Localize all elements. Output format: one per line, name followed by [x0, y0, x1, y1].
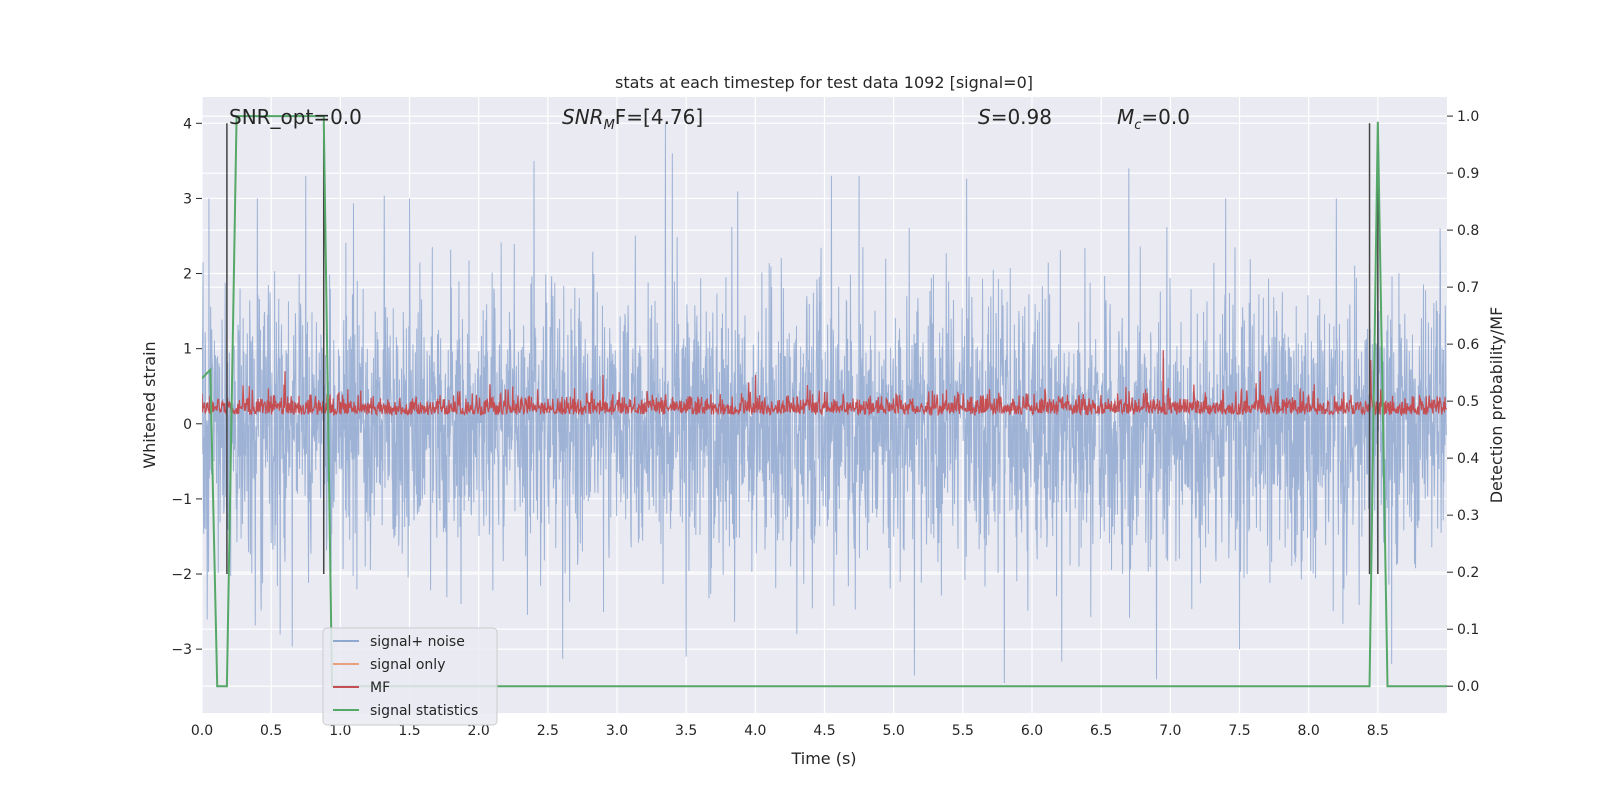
x-tick-label: 7.5 [1228, 723, 1250, 739]
y-axis-label: Whitened strain [140, 341, 159, 468]
x-tick-label: 6.5 [1090, 723, 1112, 739]
vertical-markers [226, 123, 1379, 575]
x-tick-label: 6.0 [1021, 723, 1043, 739]
x-axis-label: Time (s) [790, 749, 856, 768]
annotation-mc: Mc=0.0 [1117, 105, 1190, 133]
x-tick-label: 3.5 [675, 723, 697, 739]
series-line-mf [202, 350, 1447, 417]
y-right-tick-label: 0.4 [1457, 451, 1479, 467]
x-tick-label: 8.0 [1298, 723, 1320, 739]
legend-label-signal-plus-noise: signal+ noise [370, 634, 465, 650]
y-right-tick-label: 0.2 [1457, 565, 1479, 581]
y-tick-label: 3 [183, 191, 192, 207]
y-right-tick-label: 0.1 [1457, 622, 1479, 638]
legend-label-mf: MF [370, 680, 390, 696]
x-tick-label: 5.5 [952, 723, 974, 739]
y-right-tick-label: 1.0 [1457, 109, 1479, 125]
series-mf [202, 350, 1447, 417]
chart-title: stats at each timestep for test data 109… [615, 73, 1033, 92]
y-tick-label: −2 [171, 567, 192, 583]
x-tick-label: 4.0 [744, 723, 766, 739]
series-line-signal-statistics [202, 115, 1447, 688]
x-tick-labels: 0.0 0.5 1.0 1.5 2.0 2.5 3.0 3.5 4.0 4.5 5.0 5.5 6.0 6… [191, 723, 1389, 739]
x-tick-label: 2.0 [468, 723, 490, 739]
x-tick-label: 0.0 [191, 723, 213, 739]
x-tick-label: 4.5 [813, 723, 835, 739]
y-right-tick-labels: 1.0 0.9 0.8 0.7 0.6 0.5 0.4 0.3 0.2 0.1 0.0 [1447, 109, 1479, 695]
legend-label-signal-only: signal only [370, 657, 445, 673]
annotation-snr-mf: SNRMF=[4.76] [562, 105, 703, 133]
y-right-tick-label: 0.3 [1457, 508, 1479, 524]
y-right-tick-label: 0.5 [1457, 394, 1479, 410]
x-tick-label: 3.0 [606, 723, 628, 739]
x-tick-label: 1.5 [398, 723, 420, 739]
y-tick-label: −1 [171, 492, 192, 508]
x-tick-label: 7.0 [1159, 723, 1181, 739]
annotation-s: S=0.98 [978, 105, 1052, 129]
y-right-tick-label: 0.7 [1457, 280, 1479, 296]
y-right-tick-label: 0.6 [1457, 337, 1479, 353]
y-tick-label: −3 [171, 642, 192, 658]
y-right-tick-label: 0.0 [1457, 679, 1479, 695]
legend-label-signal-statistics: signal statistics [370, 703, 478, 719]
x-tick-label: 8.5 [1367, 723, 1389, 739]
series-signal-statistics [202, 115, 1447, 688]
y-tick-label: 2 [183, 267, 192, 283]
series-line-signal-plus-noise [202, 123, 1447, 683]
series-signal-plus-noise [202, 123, 1447, 683]
y-tick-label: 1 [183, 342, 192, 358]
y-right-tick-label: 0.9 [1457, 166, 1479, 182]
y-tick-label: 0 [183, 417, 192, 433]
x-tick-label: 1.0 [329, 723, 351, 739]
annotation-snr-opt: SNR_opt=0.0 [229, 105, 362, 129]
legend: signal+ noise signal only MF signal stat… [322, 627, 498, 726]
y-tick-label: 4 [183, 116, 192, 132]
x-tick-label: 0.5 [260, 723, 282, 739]
y-tick-labels: 4 3 2 1 0 −1 −2 −3 [171, 116, 202, 658]
x-tick-label: 2.5 [537, 723, 559, 739]
x-tick-label: 5.0 [883, 723, 905, 739]
y-right-axis-label: Detection probability/MF [1487, 307, 1506, 504]
legend-box [322, 627, 498, 726]
y-right-tick-label: 0.8 [1457, 223, 1479, 239]
